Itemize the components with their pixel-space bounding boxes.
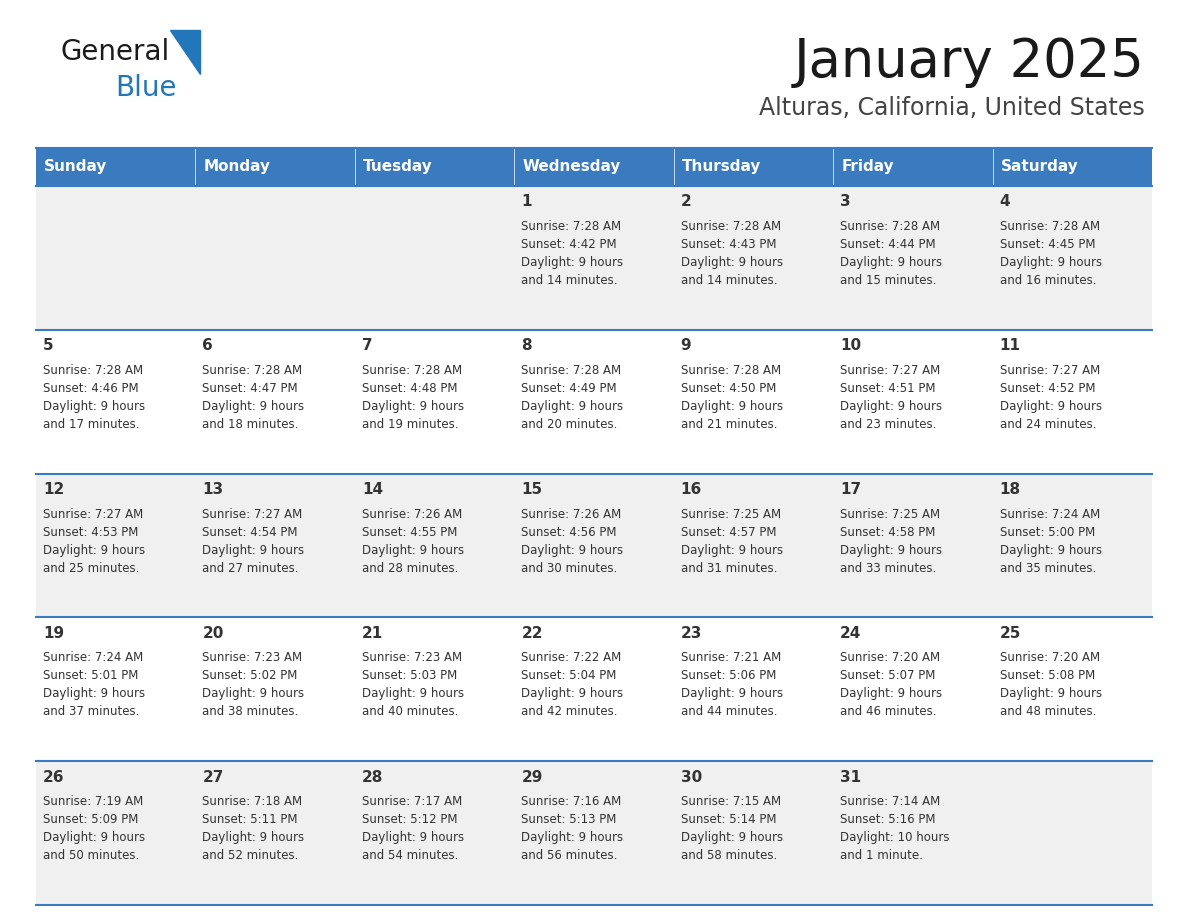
Text: 9: 9 — [681, 339, 691, 353]
Text: Sunrise: 7:22 AM
Sunset: 5:04 PM
Daylight: 9 hours
and 42 minutes.: Sunrise: 7:22 AM Sunset: 5:04 PM Dayligh… — [522, 652, 624, 719]
Bar — [514, 148, 674, 186]
Text: Sunrise: 7:28 AM
Sunset: 4:47 PM
Daylight: 9 hours
and 18 minutes.: Sunrise: 7:28 AM Sunset: 4:47 PM Dayligh… — [202, 364, 304, 431]
Text: Sunrise: 7:17 AM
Sunset: 5:12 PM
Daylight: 9 hours
and 54 minutes.: Sunrise: 7:17 AM Sunset: 5:12 PM Dayligh… — [362, 795, 465, 862]
Text: Sunrise: 7:26 AM
Sunset: 4:56 PM
Daylight: 9 hours
and 30 minutes.: Sunrise: 7:26 AM Sunset: 4:56 PM Dayligh… — [522, 508, 624, 575]
Text: 26: 26 — [43, 769, 64, 785]
Text: Tuesday: Tuesday — [362, 160, 432, 174]
Text: 23: 23 — [681, 626, 702, 641]
Text: 6: 6 — [202, 339, 213, 353]
Text: Sunrise: 7:27 AM
Sunset: 4:53 PM
Daylight: 9 hours
and 25 minutes.: Sunrise: 7:27 AM Sunset: 4:53 PM Dayligh… — [43, 508, 145, 575]
Text: 2: 2 — [681, 195, 691, 209]
Text: Sunrise: 7:27 AM
Sunset: 4:54 PM
Daylight: 9 hours
and 27 minutes.: Sunrise: 7:27 AM Sunset: 4:54 PM Dayligh… — [202, 508, 304, 575]
Text: Sunrise: 7:20 AM
Sunset: 5:07 PM
Daylight: 9 hours
and 46 minutes.: Sunrise: 7:20 AM Sunset: 5:07 PM Dayligh… — [840, 652, 942, 719]
Bar — [196, 148, 355, 186]
Text: 14: 14 — [362, 482, 383, 498]
Bar — [992, 148, 1152, 186]
Text: Alturas, California, United States: Alturas, California, United States — [759, 96, 1145, 120]
Text: 27: 27 — [202, 769, 223, 785]
Bar — [36, 474, 1152, 618]
Text: 31: 31 — [840, 769, 861, 785]
Text: Friday: Friday — [841, 160, 893, 174]
Text: General: General — [61, 38, 169, 66]
Text: Sunrise: 7:23 AM
Sunset: 5:02 PM
Daylight: 9 hours
and 38 minutes.: Sunrise: 7:23 AM Sunset: 5:02 PM Dayligh… — [202, 652, 304, 719]
Text: 18: 18 — [999, 482, 1020, 498]
Text: Sunrise: 7:20 AM
Sunset: 5:08 PM
Daylight: 9 hours
and 48 minutes.: Sunrise: 7:20 AM Sunset: 5:08 PM Dayligh… — [999, 652, 1101, 719]
Text: 10: 10 — [840, 339, 861, 353]
Text: 21: 21 — [362, 626, 383, 641]
Bar — [36, 186, 1152, 330]
Text: Thursday: Thursday — [682, 160, 762, 174]
Text: Sunrise: 7:24 AM
Sunset: 5:00 PM
Daylight: 9 hours
and 35 minutes.: Sunrise: 7:24 AM Sunset: 5:00 PM Dayligh… — [999, 508, 1101, 575]
Text: 22: 22 — [522, 626, 543, 641]
Bar — [36, 330, 1152, 474]
Text: 16: 16 — [681, 482, 702, 498]
Text: Sunrise: 7:28 AM
Sunset: 4:50 PM
Daylight: 9 hours
and 21 minutes.: Sunrise: 7:28 AM Sunset: 4:50 PM Dayligh… — [681, 364, 783, 431]
Text: 7: 7 — [362, 339, 373, 353]
Text: 20: 20 — [202, 626, 223, 641]
Text: Sunrise: 7:19 AM
Sunset: 5:09 PM
Daylight: 9 hours
and 50 minutes.: Sunrise: 7:19 AM Sunset: 5:09 PM Dayligh… — [43, 795, 145, 862]
Text: Sunrise: 7:28 AM
Sunset: 4:44 PM
Daylight: 9 hours
and 15 minutes.: Sunrise: 7:28 AM Sunset: 4:44 PM Dayligh… — [840, 220, 942, 287]
Text: January 2025: January 2025 — [794, 36, 1145, 88]
Text: Wednesday: Wednesday — [523, 160, 620, 174]
Text: 8: 8 — [522, 339, 532, 353]
Text: 24: 24 — [840, 626, 861, 641]
Bar — [355, 148, 514, 186]
Text: 28: 28 — [362, 769, 384, 785]
Text: Sunrise: 7:16 AM
Sunset: 5:13 PM
Daylight: 9 hours
and 56 minutes.: Sunrise: 7:16 AM Sunset: 5:13 PM Dayligh… — [522, 795, 624, 862]
Text: Sunrise: 7:28 AM
Sunset: 4:43 PM
Daylight: 9 hours
and 14 minutes.: Sunrise: 7:28 AM Sunset: 4:43 PM Dayligh… — [681, 220, 783, 287]
Text: 15: 15 — [522, 482, 543, 498]
Text: Sunrise: 7:14 AM
Sunset: 5:16 PM
Daylight: 10 hours
and 1 minute.: Sunrise: 7:14 AM Sunset: 5:16 PM Dayligh… — [840, 795, 949, 862]
Text: Sunrise: 7:28 AM
Sunset: 4:45 PM
Daylight: 9 hours
and 16 minutes.: Sunrise: 7:28 AM Sunset: 4:45 PM Dayligh… — [999, 220, 1101, 287]
Text: Sunrise: 7:28 AM
Sunset: 4:49 PM
Daylight: 9 hours
and 20 minutes.: Sunrise: 7:28 AM Sunset: 4:49 PM Dayligh… — [522, 364, 624, 431]
Text: Sunday: Sunday — [44, 160, 107, 174]
Text: 11: 11 — [999, 339, 1020, 353]
Text: 25: 25 — [999, 626, 1020, 641]
Text: 1: 1 — [522, 195, 532, 209]
Text: Sunrise: 7:25 AM
Sunset: 4:58 PM
Daylight: 9 hours
and 33 minutes.: Sunrise: 7:25 AM Sunset: 4:58 PM Dayligh… — [840, 508, 942, 575]
Text: Sunrise: 7:28 AM
Sunset: 4:46 PM
Daylight: 9 hours
and 17 minutes.: Sunrise: 7:28 AM Sunset: 4:46 PM Dayligh… — [43, 364, 145, 431]
Text: Sunrise: 7:23 AM
Sunset: 5:03 PM
Daylight: 9 hours
and 40 minutes.: Sunrise: 7:23 AM Sunset: 5:03 PM Dayligh… — [362, 652, 465, 719]
Text: Blue: Blue — [115, 74, 177, 102]
Text: Monday: Monday — [203, 160, 271, 174]
Text: 30: 30 — [681, 769, 702, 785]
Text: Sunrise: 7:25 AM
Sunset: 4:57 PM
Daylight: 9 hours
and 31 minutes.: Sunrise: 7:25 AM Sunset: 4:57 PM Dayligh… — [681, 508, 783, 575]
Bar — [674, 148, 833, 186]
Text: Sunrise: 7:27 AM
Sunset: 4:52 PM
Daylight: 9 hours
and 24 minutes.: Sunrise: 7:27 AM Sunset: 4:52 PM Dayligh… — [999, 364, 1101, 431]
Text: 13: 13 — [202, 482, 223, 498]
Text: Sunrise: 7:18 AM
Sunset: 5:11 PM
Daylight: 9 hours
and 52 minutes.: Sunrise: 7:18 AM Sunset: 5:11 PM Dayligh… — [202, 795, 304, 862]
Text: Sunrise: 7:15 AM
Sunset: 5:14 PM
Daylight: 9 hours
and 58 minutes.: Sunrise: 7:15 AM Sunset: 5:14 PM Dayligh… — [681, 795, 783, 862]
Text: Sunrise: 7:28 AM
Sunset: 4:48 PM
Daylight: 9 hours
and 19 minutes.: Sunrise: 7:28 AM Sunset: 4:48 PM Dayligh… — [362, 364, 465, 431]
Text: Saturday: Saturday — [1000, 160, 1079, 174]
Text: 3: 3 — [840, 195, 851, 209]
Bar — [833, 148, 992, 186]
Text: Sunrise: 7:21 AM
Sunset: 5:06 PM
Daylight: 9 hours
and 44 minutes.: Sunrise: 7:21 AM Sunset: 5:06 PM Dayligh… — [681, 652, 783, 719]
Text: Sunrise: 7:27 AM
Sunset: 4:51 PM
Daylight: 9 hours
and 23 minutes.: Sunrise: 7:27 AM Sunset: 4:51 PM Dayligh… — [840, 364, 942, 431]
Bar — [36, 618, 1152, 761]
Text: 5: 5 — [43, 339, 53, 353]
Text: 17: 17 — [840, 482, 861, 498]
Polygon shape — [170, 30, 200, 74]
Text: Sunrise: 7:26 AM
Sunset: 4:55 PM
Daylight: 9 hours
and 28 minutes.: Sunrise: 7:26 AM Sunset: 4:55 PM Dayligh… — [362, 508, 465, 575]
Text: 4: 4 — [999, 195, 1010, 209]
Text: 12: 12 — [43, 482, 64, 498]
Bar — [36, 761, 1152, 905]
Text: Sunrise: 7:24 AM
Sunset: 5:01 PM
Daylight: 9 hours
and 37 minutes.: Sunrise: 7:24 AM Sunset: 5:01 PM Dayligh… — [43, 652, 145, 719]
Text: 19: 19 — [43, 626, 64, 641]
Bar — [36, 148, 196, 186]
Text: 29: 29 — [522, 769, 543, 785]
Text: Sunrise: 7:28 AM
Sunset: 4:42 PM
Daylight: 9 hours
and 14 minutes.: Sunrise: 7:28 AM Sunset: 4:42 PM Dayligh… — [522, 220, 624, 287]
